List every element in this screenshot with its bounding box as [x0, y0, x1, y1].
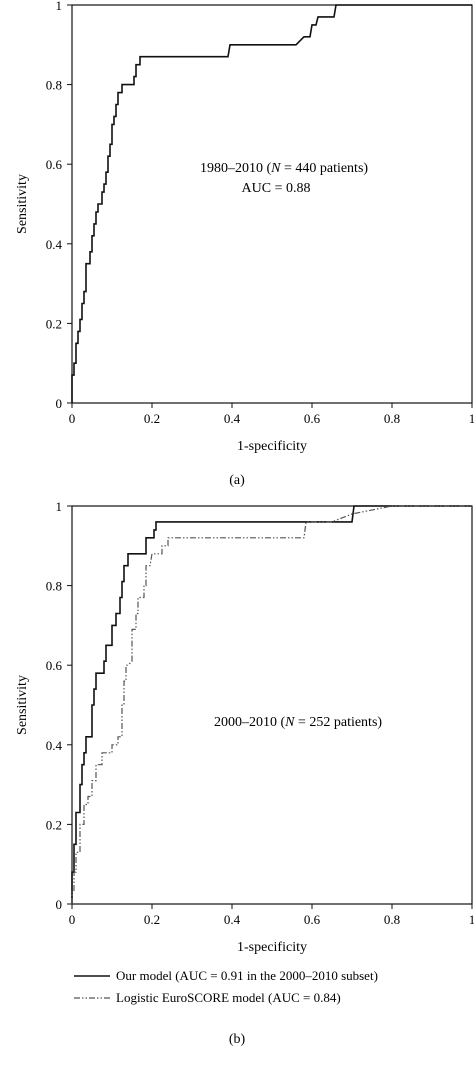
legend-label-euroscore: Logistic EuroSCORE model (AUC = 0.84)	[116, 990, 341, 1005]
plot-frame-b	[71, 505, 473, 905]
y-tick-label-b: 0.8	[46, 579, 62, 594]
y-tick-label-a: 0.8	[46, 78, 62, 93]
roc-curve-a-0	[71, 4, 472, 403]
x-tick-label-b: 0.2	[144, 912, 160, 927]
y-tick-label-b: 0.2	[46, 817, 62, 832]
x-tick-label-b: 0.6	[304, 912, 321, 927]
x-tick-label-b: 0.8	[384, 912, 400, 927]
y-axis-label-a: Sensitivity	[15, 174, 30, 234]
panel-label-a: (a)	[229, 473, 245, 488]
y-tick-label-a: 0.6	[46, 157, 63, 172]
x-tick-label-a: 0.4	[224, 411, 241, 426]
series-group-b	[71, 505, 472, 904]
y-tick-label-b: 1	[56, 499, 63, 514]
y-tick-label-b: 0	[56, 897, 63, 912]
annotation-a-line2: AUC = 0.88	[242, 181, 311, 196]
x-tick-label-b: 0.4	[224, 912, 241, 927]
annotation-a-line1: 1980–2010 (N = 440 patients)	[200, 161, 368, 176]
y-tick-label-b: 0.4	[46, 738, 63, 753]
legend-label-our-model: Our model (AUC = 0.91 in the 2000–2010 s…	[116, 968, 378, 983]
y-tick-label-b: 0.6	[46, 658, 63, 673]
ticks-a: 0 0.2 0.4 0.6 0.8 1 0 0.2 0.4 0.6 0.8 1	[46, 0, 474, 426]
panel-b: 0 0.2 0.4 0.6 0.8 1 0 0.2 0.4 0.6 0.8 1 1-specifici…	[15, 499, 474, 1047]
x-axis-label-a: 1-specificity	[237, 439, 307, 454]
plot-frame-a	[71, 4, 473, 404]
x-tick-label-a: 0.6	[304, 411, 321, 426]
x-tick-label-a: 1	[469, 411, 474, 426]
y-tick-label-a: 0	[56, 396, 63, 411]
series-group-a	[71, 4, 472, 403]
x-tick-label-b: 0	[69, 912, 76, 927]
panel-a: 0 0.2 0.4 0.6 0.8 1 0 0.2 0.4 0.6 0.8 1 1-specifici…	[15, 0, 474, 488]
x-tick-label-a: 0.2	[144, 411, 160, 426]
y-axis-label-b: Sensitivity	[15, 675, 30, 735]
panel-label-b: (b)	[229, 1032, 246, 1047]
annotation-b-line1: 2000–2010 (N = 252 patients)	[214, 715, 382, 730]
legend: Our model (AUC = 0.91 in the 2000–2010 s…	[74, 968, 378, 1005]
x-tick-label-b: 1	[469, 912, 474, 927]
x-tick-label-a: 0	[69, 411, 76, 426]
y-tick-label-a: 0.2	[46, 316, 62, 331]
roc-curve-b-1	[71, 505, 472, 904]
roc-curve-b-0	[71, 505, 472, 904]
x-axis-label-b: 1-specificity	[237, 940, 307, 955]
ticks-b: 0 0.2 0.4 0.6 0.8 1 0 0.2 0.4 0.6 0.8 1	[46, 499, 474, 927]
y-tick-label-a: 1	[56, 0, 63, 13]
x-tick-label-a: 0.8	[384, 411, 400, 426]
y-tick-label-a: 0.4	[46, 237, 63, 252]
